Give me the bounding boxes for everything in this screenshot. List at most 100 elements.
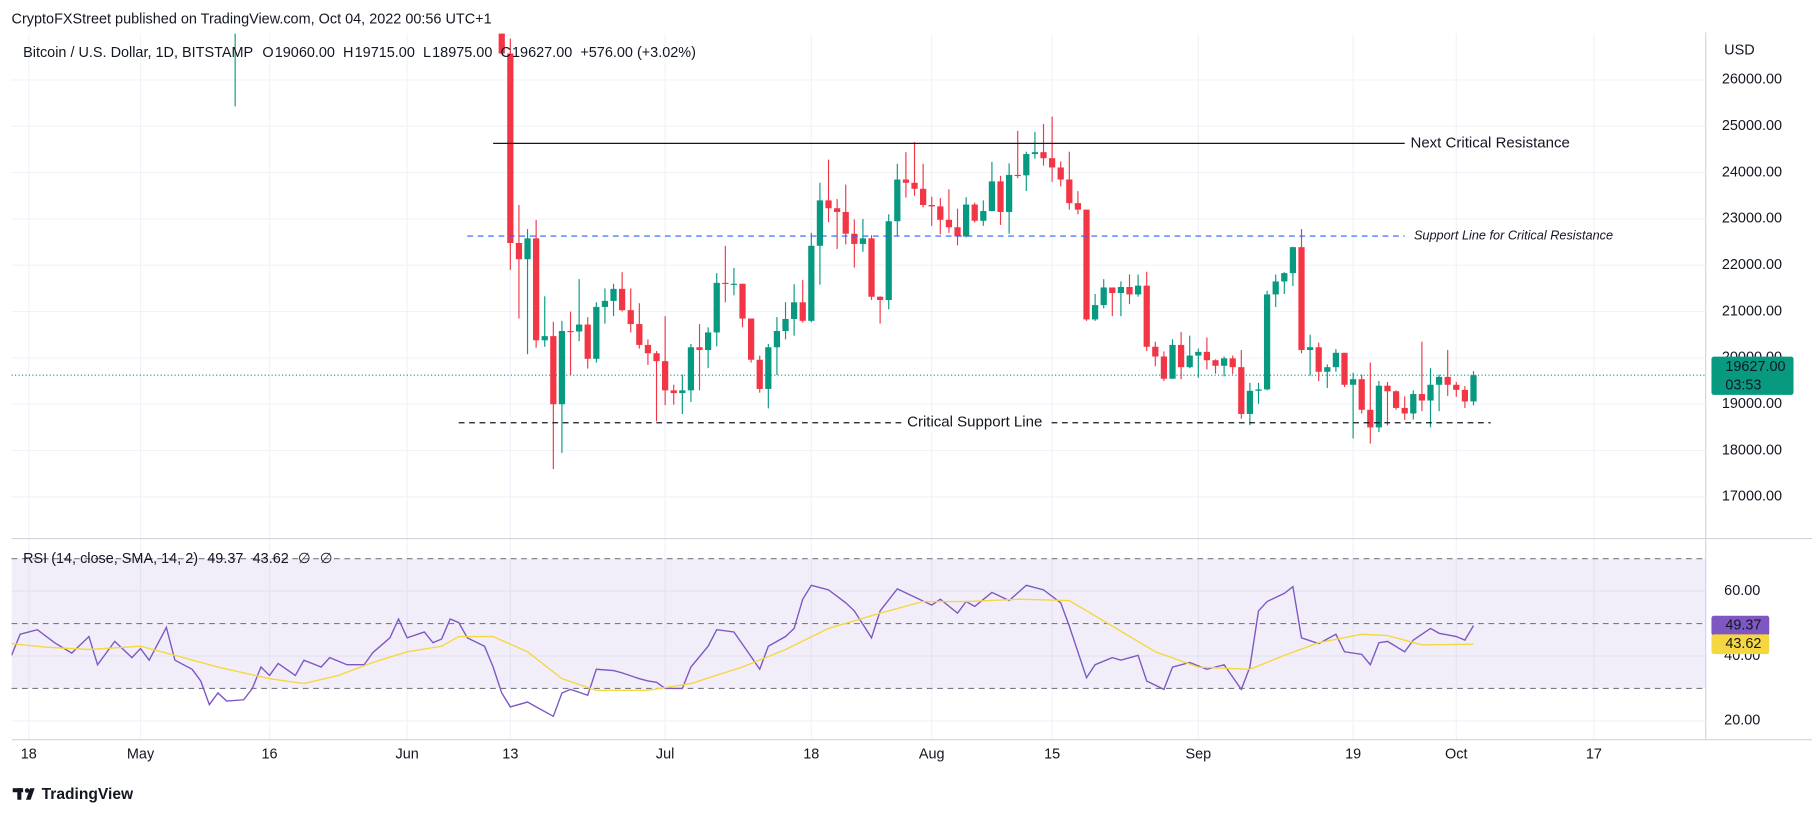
x-tick-label: Oct	[1445, 746, 1467, 762]
y-tick-label: 19000.00	[1722, 396, 1782, 412]
candle-body	[997, 181, 1004, 212]
candle-body	[868, 238, 875, 297]
candle-body	[507, 53, 514, 243]
candle-body	[1289, 247, 1297, 274]
candle-body	[1229, 358, 1236, 368]
x-tick-label: Jul	[656, 746, 674, 762]
candle-body	[859, 238, 867, 244]
candle-body	[765, 347, 772, 389]
candle-body	[954, 227, 961, 237]
candle-body	[1134, 285, 1142, 295]
candle-body	[1031, 152, 1039, 155]
candle-body	[1083, 209, 1090, 320]
x-tick-label: 18	[803, 746, 819, 762]
candle-body	[653, 353, 660, 362]
legend-text: 19715.00	[355, 45, 415, 61]
candle-body	[1169, 344, 1176, 379]
candle-body	[739, 283, 746, 319]
candle-body	[1401, 407, 1408, 414]
candle-body	[945, 219, 953, 228]
candle-body	[1126, 287, 1133, 295]
grid	[11, 33, 1706, 740]
publish-info: CryptoFXStreet published on TradingView.…	[12, 12, 492, 28]
candle-body	[919, 188, 927, 206]
axes: 18 May 16 Jun 13 Jul 18 Aug 15 Sep 19 Oct 17 17000.00…	[21, 43, 1794, 762]
legend-text: C	[500, 45, 510, 61]
candle-body	[851, 233, 858, 244]
candle-body	[825, 200, 832, 209]
candle-body	[550, 336, 557, 405]
candle-body	[1470, 375, 1477, 402]
legend-text: RSI (14, close, SMA, 14, 2)	[23, 551, 198, 567]
candle-body	[1212, 360, 1219, 366]
candle-body	[1435, 376, 1443, 385]
legend-text: ∅	[320, 551, 333, 567]
candle-body	[842, 211, 849, 234]
rsi-pane	[11, 558, 1706, 718]
legend-text: 49.37	[207, 551, 243, 567]
x-tick-label: May	[127, 746, 155, 762]
candle-body	[1298, 247, 1305, 351]
candle-body	[791, 302, 798, 319]
legend-text: Bitcoin / U.S. Dollar, 1D, BITSTAMP	[23, 45, 253, 61]
candle-body	[988, 181, 996, 212]
rsi-line	[11, 584, 1475, 718]
y-tick-label: 21000.00	[1722, 303, 1782, 319]
legend-text: O	[262, 45, 273, 61]
candle-body	[593, 306, 600, 359]
x-tick-label: Jun	[395, 746, 418, 762]
candle-body	[1281, 273, 1288, 282]
candle-body	[696, 347, 703, 351]
rsi-value-tag	[1711, 615, 1770, 636]
candle-body	[971, 204, 978, 221]
candle-body	[730, 283, 738, 285]
candle-body	[834, 208, 841, 212]
candle-body	[1324, 367, 1331, 372]
candle-body	[576, 324, 583, 332]
candle-body	[902, 179, 910, 183]
legend-text: H	[343, 45, 353, 61]
candle-body	[1375, 385, 1383, 428]
y-tick-label: 26000.00	[1722, 72, 1782, 88]
countdown-label: 03:53	[1725, 377, 1761, 393]
x-tick-label: 15	[1044, 746, 1060, 762]
x-tick-label: 13	[502, 746, 518, 762]
candle-body	[584, 324, 591, 359]
candle-body	[799, 302, 806, 321]
candle-body	[722, 282, 729, 284]
candle-body	[876, 296, 884, 300]
candle-body	[1246, 390, 1254, 414]
candle-body	[1392, 391, 1400, 408]
candle-body	[558, 331, 566, 405]
candle-body	[1203, 351, 1211, 361]
candle-body	[1040, 152, 1047, 159]
candle-body	[662, 361, 669, 391]
candle-body	[1117, 287, 1125, 294]
candle-body	[1444, 376, 1451, 385]
candle-body	[636, 324, 643, 345]
candle-body	[1091, 305, 1099, 320]
candle-body	[756, 359, 763, 389]
rsi-value-label: 43.62	[1725, 636, 1761, 652]
candle-body	[627, 310, 634, 325]
y-tick-label: 18000.00	[1722, 442, 1782, 458]
candle-body	[1427, 384, 1434, 401]
legend-text: 18975.00	[432, 45, 492, 61]
candle-body	[1014, 174, 1021, 177]
candle-body	[937, 206, 944, 220]
candle-body	[1272, 281, 1279, 295]
candle-body	[1152, 346, 1159, 357]
y-tick-label: 17000.00	[1722, 489, 1782, 505]
x-tick-label: 16	[262, 746, 278, 762]
candle-body	[1057, 167, 1064, 180]
candle-body	[670, 390, 677, 394]
candle-body	[498, 33, 505, 54]
candle-body	[1306, 347, 1314, 351]
brand: TradingView	[42, 786, 134, 803]
legend-text: L	[423, 45, 431, 61]
candle-body	[515, 242, 523, 260]
candle-body	[1074, 203, 1082, 210]
